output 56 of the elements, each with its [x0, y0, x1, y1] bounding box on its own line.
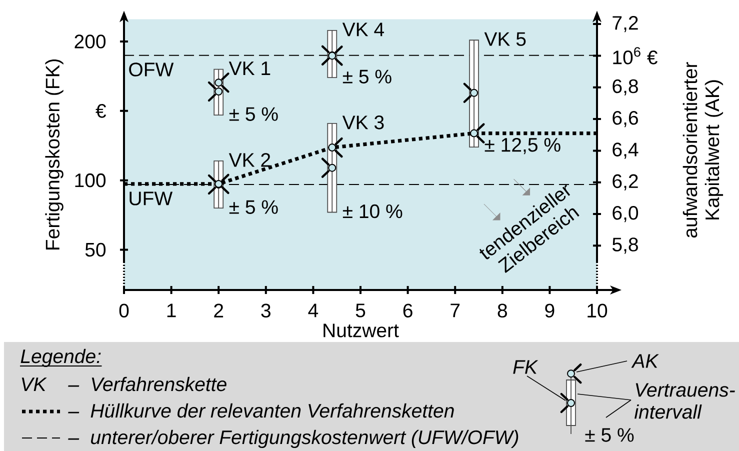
y-tick-label: 200 — [74, 34, 106, 48]
text: – — [68, 385, 80, 387]
legend-label: Hüllkurve der relevanten Verfahrensketten — [90, 403, 454, 418]
text: – — [68, 412, 80, 414]
text: FK — [513, 360, 538, 374]
x-tick-label: 0 — [119, 304, 129, 318]
point — [214, 78, 223, 87]
text: AK — [631, 354, 659, 368]
y2-tick-label: 6,0 — [612, 206, 638, 222]
annotation: VK 1 — [228, 62, 270, 75]
text: VK — [22, 378, 47, 391]
x-tick-label: 8 — [498, 304, 507, 318]
annotation: VK 4 — [342, 22, 384, 36]
text: unterer/oberer Fertigungskostenwert (UFW/OFW) — [91, 430, 518, 448]
y2-tick-label: 6,2 — [612, 174, 638, 190]
y2-tick-label: 5,8 — [612, 238, 638, 254]
x-tick-label: 3 — [261, 304, 270, 318]
x-tick-label: 5 — [356, 304, 366, 318]
text: Verfahrenskette — [92, 376, 226, 392]
annotation: ± 5 % — [342, 70, 392, 84]
text: – — [68, 438, 80, 440]
y-tick-label: € — [96, 104, 106, 118]
x-tick-label: 1 — [167, 304, 176, 318]
y2-tick-label: 10$^{6}$ € — [613, 47, 658, 64]
ref-line-label: UFW — [130, 192, 173, 206]
annotation: VK 3 — [342, 116, 384, 130]
x-tick-label: 4 — [308, 304, 318, 318]
y-axis-title: Fertigungskosten (FK) — [45, 59, 64, 250]
ref-line-label: OFW — [129, 62, 174, 76]
x-tick-label: 9 — [545, 304, 554, 318]
annotation: ± 10 % — [342, 204, 402, 218]
point — [470, 129, 478, 138]
annotation: VK 5 — [484, 32, 526, 46]
y-tick-label: 50 — [85, 242, 106, 257]
x-tick-label: 2 — [214, 304, 224, 318]
y2-axis-title: aufwandsorientierter Kapitalwert (AK) — [682, 62, 724, 238]
y2-tick-label: 7,2 — [612, 16, 638, 32]
text: Vertrauens-intervall — [634, 383, 735, 419]
x-axis-title: Nutzwert — [324, 324, 399, 338]
point — [328, 164, 336, 172]
x-tick-label: 6 — [403, 304, 412, 318]
annotation: ± 5 % — [229, 107, 278, 121]
y2-tick-label: 6,4 — [612, 142, 638, 159]
x-tick-label: 7 — [450, 304, 460, 318]
y-tick-label: 100 — [75, 173, 106, 188]
point — [214, 87, 223, 96]
text: ± 5 % — [585, 428, 634, 442]
y2-tick-label: 6,8 — [612, 79, 638, 96]
annotation: ± 5 % — [229, 200, 278, 214]
legend-title: Legende: — [20, 348, 101, 368]
x-tick-label: 10 — [588, 304, 608, 318]
point — [328, 144, 336, 152]
annotation: VK 2 — [228, 153, 270, 167]
point — [470, 88, 478, 97]
annotation: ± 12,5 % — [484, 138, 560, 154]
y2-tick-label: 6,6 — [612, 110, 638, 128]
